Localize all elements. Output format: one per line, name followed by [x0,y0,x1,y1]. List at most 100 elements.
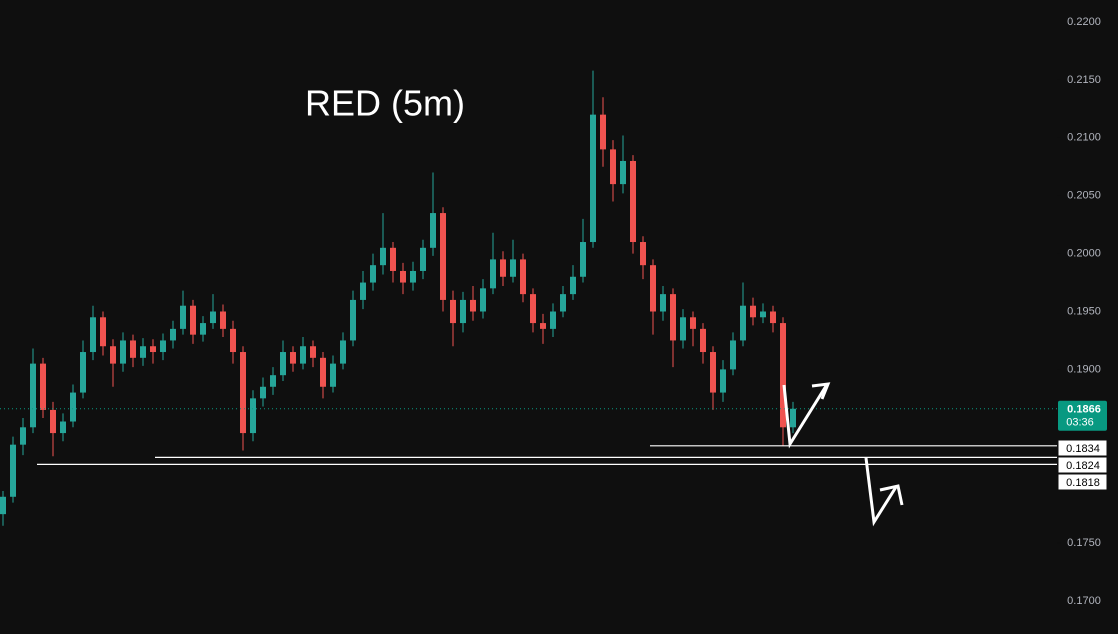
candle-body [540,323,546,329]
candle-body [560,294,566,312]
candle-body [100,317,106,347]
y-tick-label: 0.2050 [1067,190,1101,202]
price-label: 0.1866 [1067,404,1101,416]
candle-body [520,259,526,295]
candle-body [690,317,696,329]
candle-body [290,352,296,364]
candle-body [330,363,336,387]
candle-body [440,213,446,300]
candle-body [620,160,626,185]
candle-body [20,427,26,445]
candle-body [600,114,606,150]
candle-body [320,357,326,387]
candle-body [480,288,486,312]
candle-body [770,311,776,324]
candle-body [680,317,686,341]
price-box [1058,400,1107,431]
annotation-arrows [782,382,904,527]
candle-body [510,259,516,277]
candle-body [640,242,646,266]
level-label-box [1057,456,1108,474]
candle-body [280,352,286,376]
y-tick-label: 0.1900 [1067,363,1101,375]
arrow-down-up [864,457,898,527]
candle-body [730,340,736,370]
candle-body [180,305,186,329]
candle-body [790,408,796,428]
candle-body [420,247,426,271]
candle-body [260,386,266,399]
candle-body [710,352,716,393]
candle-body [450,299,456,324]
y-tick-label: 0.2100 [1067,132,1101,144]
candle-body [220,311,226,329]
candle-body [30,363,36,428]
candle-body [150,346,156,353]
candle-body [590,114,596,243]
candle-body [80,352,86,393]
arrow-head [811,382,831,400]
chart-title: RED (5m) [305,83,465,124]
candle-body [470,299,476,312]
candle-body [300,346,306,364]
y-tick-label: 0.2150 [1067,74,1101,86]
candle-body [110,346,116,364]
candle-body [40,363,46,410]
candle-body [60,421,66,434]
candle-body [160,340,166,353]
candle-body [400,270,406,283]
y-tick-label: 0.1700 [1067,595,1101,607]
candle-body [740,305,746,341]
candle-body [270,375,276,387]
y-tick-label: 0.2200 [1067,16,1101,28]
y-tick-label: 0.2000 [1067,248,1101,260]
candle-body [240,352,246,434]
candle-body [210,311,216,324]
candle-body [70,392,76,422]
candle-body [190,305,196,335]
y-tick-label: 0.1750 [1067,537,1101,549]
candle-body [410,270,416,283]
candle-body [630,160,636,243]
candle-body [670,294,676,341]
candle-body [580,242,586,277]
candle-body [430,213,436,248]
candle-body [230,328,236,353]
candle-body [750,305,756,318]
candle-body [120,340,126,364]
candle-body [10,444,16,497]
candle-body [310,346,316,358]
level-label-box [1057,473,1108,491]
candle-body [780,323,786,428]
candle-body [340,340,346,364]
candle-body [460,299,466,324]
candle-body [370,265,376,283]
level-label: 0.1834 [1066,443,1100,455]
candle-body [360,282,366,300]
candle-body [660,294,666,312]
level-label: 0.1824 [1066,460,1100,472]
candle-body [550,311,556,329]
level-label-box [1057,439,1108,457]
candle-body [250,398,256,434]
candle-body [610,149,616,185]
level-label: 0.1818 [1066,477,1100,489]
arrow-head [879,484,904,506]
candle-body [530,294,536,324]
arrow-up [782,384,828,449]
y-tick-label: 0.1950 [1067,305,1101,317]
candle-body [390,247,396,271]
candle-body [720,369,726,393]
candle-body [200,323,206,335]
candle-body [130,340,136,358]
candle-body [350,299,356,341]
candle-body [570,276,576,295]
candle-body [140,346,146,358]
countdown: 03:36 [1066,417,1094,429]
candle-body [50,409,56,434]
candle-body [650,265,656,312]
candle-body [380,247,386,266]
